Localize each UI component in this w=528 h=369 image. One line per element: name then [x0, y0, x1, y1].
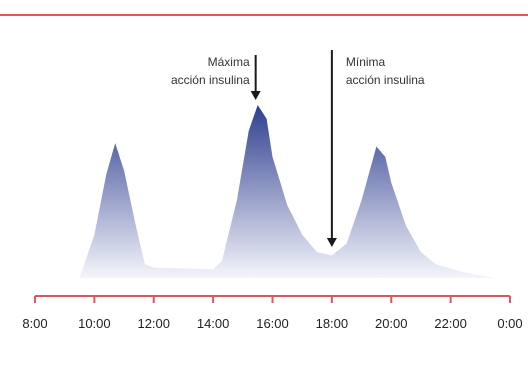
annotation-arrow-head: [326, 238, 337, 247]
annotation-label: Mínima: [346, 55, 386, 69]
x-tick-label: 16:00: [256, 316, 289, 331]
x-tick-label: 8:00: [22, 316, 47, 331]
x-tick-label: 22:00: [434, 316, 467, 331]
x-tick-label: 12:00: [137, 316, 170, 331]
x-tick-label: 20:00: [375, 316, 408, 331]
annotation-label: acción insulina: [346, 73, 425, 87]
annotation-label: acción insulina: [171, 73, 250, 87]
x-tick-label: 14:00: [197, 316, 230, 331]
insulin-action-area: [79, 105, 496, 278]
x-tick-label: 18:00: [316, 316, 349, 331]
x-tick-label: 10:00: [78, 316, 111, 331]
annotation-arrow-head: [250, 91, 261, 100]
x-tick-label: 0:00: [497, 316, 522, 331]
annotation-label: Máxima: [208, 55, 250, 69]
